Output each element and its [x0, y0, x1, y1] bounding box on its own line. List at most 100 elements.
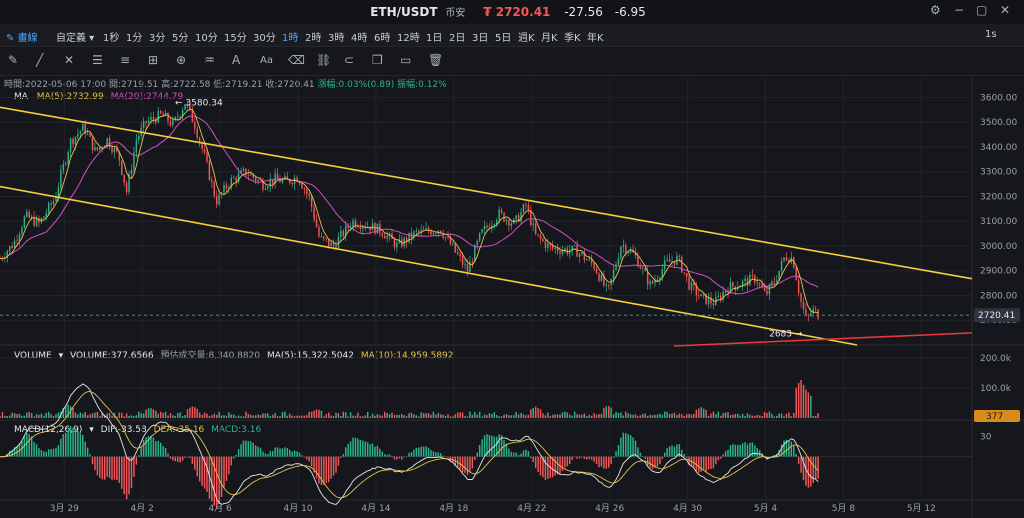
close-icon[interactable]: ✕ — [1000, 3, 1011, 17]
interval-1[interactable]: 1分 — [126, 33, 143, 44]
interval-17[interactable]: 週K — [518, 33, 535, 44]
candle-body — [413, 231, 415, 239]
interval-5[interactable]: 15分 — [224, 33, 247, 44]
macd-histogram-bar — [810, 456, 812, 487]
macd-histogram-bar — [503, 439, 505, 457]
macd-histogram-bar — [391, 455, 393, 457]
interval-0[interactable]: 1秒 — [103, 33, 120, 44]
y-tick-label: 3400.00 — [980, 143, 1017, 153]
interval-7[interactable]: 1時 — [282, 33, 299, 44]
macd-histogram-bar — [69, 426, 72, 457]
interval-15[interactable]: 3日 — [472, 33, 489, 44]
macd-histogram-bar — [554, 456, 556, 476]
volume-bar — [40, 413, 43, 418]
macd-tick-label: 30 — [980, 433, 992, 443]
volume-bar — [561, 412, 564, 418]
copy2-icon[interactable]: ▭ — [400, 53, 412, 67]
interval-2[interactable]: 3分 — [149, 33, 166, 44]
parallel-channel-icon[interactable]: ☰ — [92, 53, 103, 67]
interval-10[interactable]: 4時 — [351, 33, 368, 44]
copy-icon[interactable]: ❐ — [372, 53, 383, 67]
cross-line-icon[interactable]: ✕ — [64, 53, 75, 67]
volume-bar — [0, 416, 1, 418]
refresh-rate[interactable]: 1s — [985, 29, 997, 40]
draw-line-button[interactable]: ✎ 畫線 — [6, 33, 38, 44]
interval-16[interactable]: 5日 — [495, 33, 512, 44]
volume-bar — [354, 415, 357, 418]
eraser-icon[interactable]: ⌫ — [288, 53, 305, 67]
macd-histogram-bar — [683, 453, 685, 457]
trash-icon[interactable]: 🗑 — [428, 53, 444, 67]
candle-body — [598, 273, 600, 281]
volume-bar — [57, 412, 60, 418]
volume-bar — [52, 416, 55, 418]
y-tick-label: 3300.00 — [980, 168, 1017, 178]
macd-histogram-bar — [539, 456, 542, 476]
interval-11[interactable]: 6時 — [374, 33, 391, 44]
macd-histogram-bar — [371, 443, 374, 457]
volume-bar — [313, 410, 315, 418]
candle-body — [758, 283, 761, 285]
candle-body — [313, 207, 315, 220]
magnet-icon[interactable]: ⊂ — [344, 53, 355, 67]
interval-8[interactable]: 2時 — [305, 33, 322, 44]
maximize-icon[interactable]: ▢ — [976, 3, 988, 17]
volume-bar — [461, 412, 464, 418]
macd-histogram-bar — [632, 437, 634, 457]
candle-body — [91, 136, 94, 151]
line-icon[interactable]: ╱ — [36, 53, 44, 67]
volume-bar — [656, 414, 659, 418]
volume-bar — [235, 416, 237, 418]
volume-bar — [289, 413, 291, 418]
candle-body — [780, 260, 783, 271]
volume-bar — [133, 415, 135, 418]
macd-histogram-bar — [749, 442, 751, 457]
macd-histogram-bar — [152, 437, 155, 457]
target-icon[interactable]: ⊕ — [176, 53, 187, 67]
interval-19[interactable]: 季K — [564, 33, 581, 44]
candle-body — [6, 251, 9, 258]
measure-icon[interactable]: ⊞ — [148, 53, 159, 67]
pencil-icon[interactable]: ✎ — [8, 53, 19, 67]
macd-histogram-bar — [84, 441, 86, 457]
link-icon[interactable]: ⛓ — [316, 53, 332, 67]
volume-bar — [739, 415, 741, 418]
interval-13[interactable]: 1日 — [426, 33, 443, 44]
candle-body — [576, 245, 578, 257]
custom-interval-dropdown[interactable]: 自定義 ▾ — [56, 33, 95, 44]
interval-6[interactable]: 30分 — [253, 33, 276, 44]
candle-body — [447, 236, 449, 238]
text-icon[interactable]: A — [232, 53, 241, 67]
interval-12[interactable]: 12時 — [397, 33, 420, 44]
brush-icon[interactable]: ♒ — [204, 53, 215, 67]
fibonacci-icon[interactable]: ≡ — [120, 53, 131, 67]
volume-bar — [140, 413, 142, 418]
candle-body — [388, 233, 391, 236]
volume-bar — [758, 415, 761, 418]
interval-4[interactable]: 10分 — [195, 33, 218, 44]
candle-body — [220, 192, 223, 194]
interval-9[interactable]: 3時 — [328, 33, 345, 44]
candle-body — [746, 278, 749, 286]
candle-body — [654, 280, 656, 284]
macd-histogram-bar — [50, 449, 52, 457]
interval-20[interactable]: 年K — [587, 33, 604, 44]
candle-body — [298, 181, 301, 184]
volume-bar — [147, 408, 150, 418]
macd-histogram-bar — [612, 456, 615, 458]
interval-3[interactable]: 5分 — [172, 33, 189, 44]
interval-14[interactable]: 2日 — [449, 33, 466, 44]
candle-body — [722, 291, 724, 300]
settings-icon[interactable]: ⚙ — [930, 3, 941, 17]
macd-histogram-bar — [213, 456, 215, 506]
candle-body — [206, 152, 208, 162]
macd-histogram-bar — [486, 434, 488, 457]
minimize-icon[interactable]: − — [954, 3, 965, 17]
volume-bar — [164, 411, 167, 418]
volume-bar — [688, 413, 690, 418]
interval-18[interactable]: 月K — [541, 33, 558, 44]
candle-body — [763, 287, 766, 291]
text-aa-icon[interactable]: Aa — [260, 55, 273, 66]
macd-histogram-bar — [788, 441, 790, 457]
